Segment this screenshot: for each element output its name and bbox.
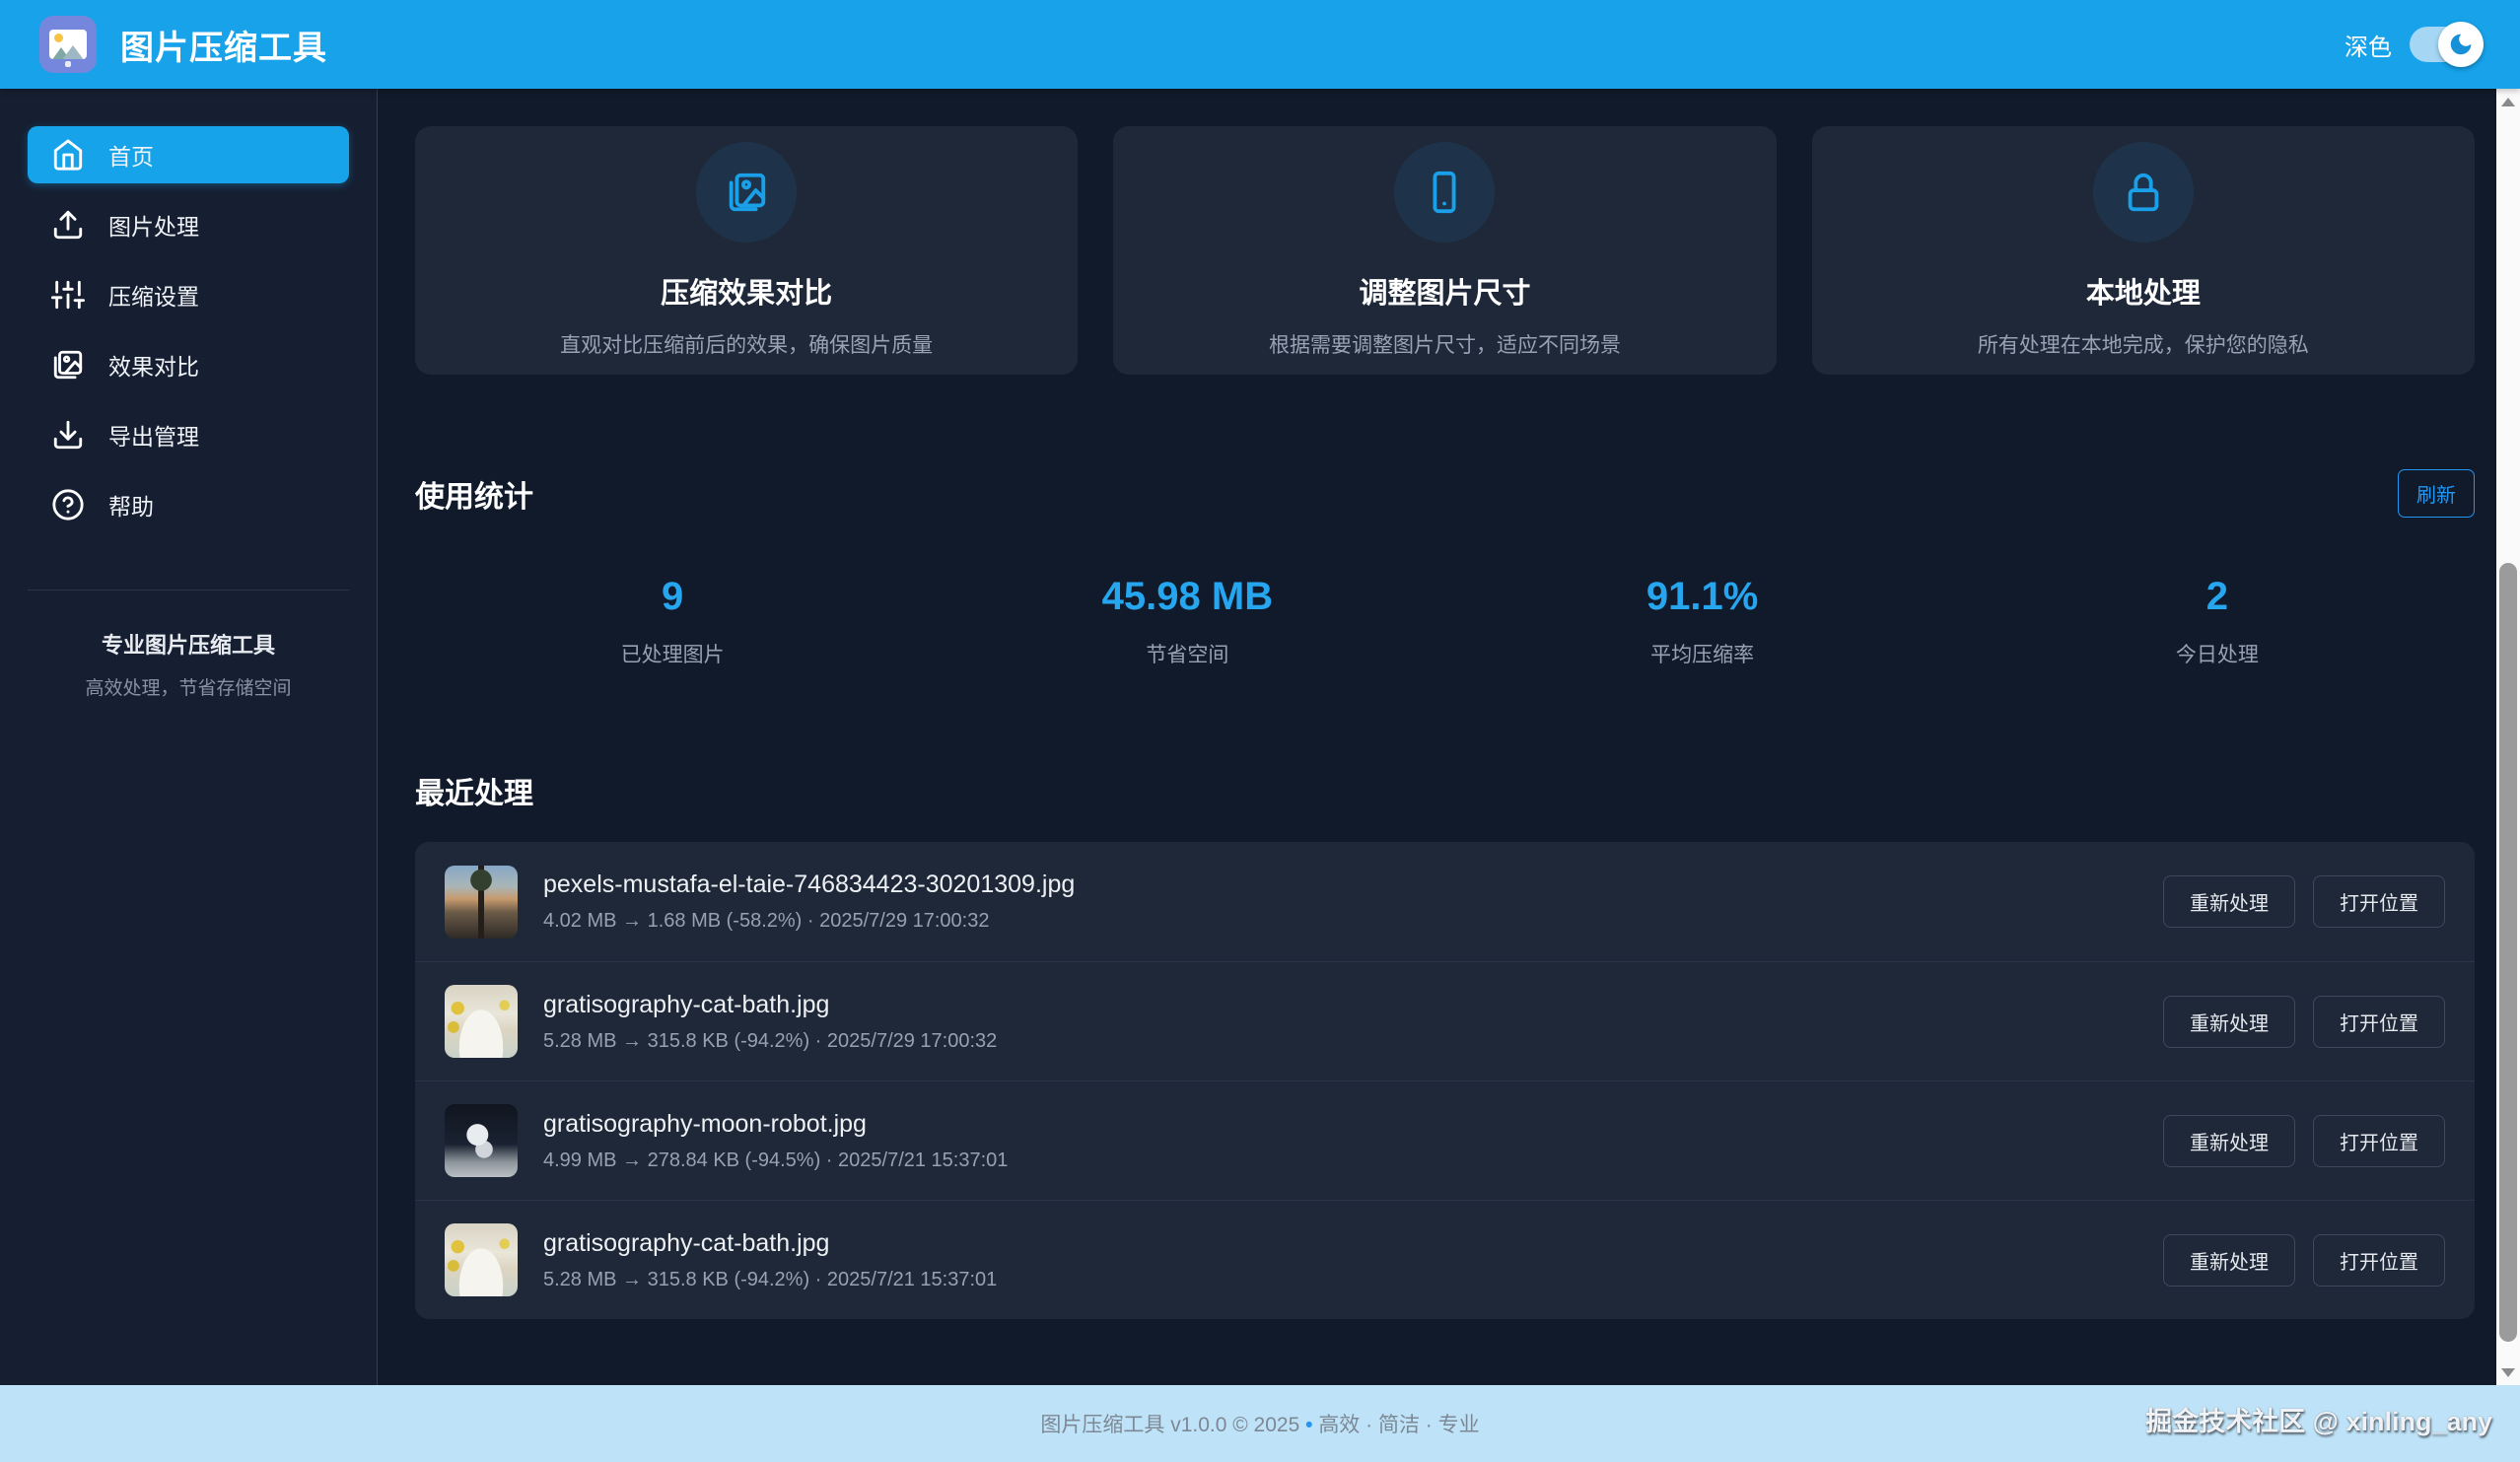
sidebar-divider [28, 590, 349, 591]
upload-icon [53, 210, 83, 240]
sidebar-footer: 专业图片压缩工具 高效处理，节省存储空间 [0, 628, 377, 700]
home-icon [53, 139, 83, 171]
sidebar-item-label: 首页 [108, 144, 154, 170]
list-item: pexels-mustafa-el-taie-746834423-3020130… [415, 842, 2475, 961]
open-location-button[interactable]: 打开位置 [2313, 1114, 2445, 1167]
feature-card-local: 本地处理 所有处理在本地完成，保护您的隐私 [1811, 126, 2475, 375]
moon-icon [2438, 22, 2484, 67]
recent-list: pexels-mustafa-el-taie-746834423-3020130… [415, 842, 2475, 1319]
main-content: 压缩效果对比 直观对比压缩前后的效果，确保图片质量 调整图片尺寸 根据需要调整图… [378, 89, 2496, 1385]
file-thumbnail [445, 865, 518, 939]
feature-card-resize: 调整图片尺寸 根据需要调整图片尺寸，适应不同场景 [1113, 126, 1777, 375]
list-item: gratisography-moon-robot.jpg 4.99 MB → 2… [415, 1080, 2475, 1200]
file-thumbnail [445, 1223, 518, 1296]
image-compare-icon [53, 350, 83, 380]
open-location-button[interactable]: 打开位置 [2313, 875, 2445, 928]
usage-stats-section: 使用统计 刷新 9 已处理图片 45.98 MB 节省空间 91.1% 平均压缩… [415, 469, 2475, 668]
stat-value: 45.98 MB [1101, 575, 1274, 618]
stat-label: 节省空间 [1146, 644, 1229, 666]
card-title: 本地处理 [2085, 278, 2201, 310]
file-name: gratisography-cat-bath.jpg [543, 1228, 830, 1257]
stat-value: 2 [2205, 575, 2228, 618]
compare-images-icon [696, 142, 798, 243]
sidebar-item-label: 效果对比 [108, 354, 199, 380]
sidebar-item-export-manager[interactable]: 导出管理 [28, 406, 349, 463]
sidebar-item-label: 压缩设置 [108, 284, 199, 310]
file-meta: 4.02 MB → 1.68 MB (-58.2%) · 2025/7/29 1… [543, 910, 990, 932]
sidebar-item-home[interactable]: 首页 [28, 126, 349, 183]
scrollbar-up-arrow[interactable] [2496, 89, 2520, 114]
card-title: 压缩效果对比 [661, 278, 833, 310]
list-item: gratisography-cat-bath.jpg 5.28 MB → 315… [415, 1200, 2475, 1319]
file-meta: 4.99 MB → 278.84 KB (-94.5%) · 2025/7/21… [543, 1149, 1009, 1171]
recent-title: 最近处理 [415, 778, 533, 810]
scrollbar-track[interactable] [2496, 114, 2520, 1359]
sidebar-item-label: 导出管理 [108, 424, 199, 450]
file-thumbnail [445, 1104, 518, 1177]
stat-space-saved: 45.98 MB 节省空间 [930, 575, 1444, 668]
app-logo-icon [39, 16, 97, 73]
footer-version: 图片压缩工具 v1.0.0 © 2025 [1040, 1414, 1300, 1436]
sidebar-item-compression-settings[interactable]: 压缩设置 [28, 266, 349, 323]
card-desc: 根据需要调整图片尺寸，适应不同场景 [1268, 334, 1621, 357]
card-desc: 直观对比压缩前后的效果，确保图片质量 [560, 334, 934, 357]
sidebar-footer-title: 专业图片压缩工具 [101, 633, 275, 658]
recent-section: 最近处理 pexels-mustafa-el-taie-746834423-30… [415, 769, 2475, 1319]
stat-label: 平均压缩率 [1650, 644, 1755, 666]
sidebar-item-label: 帮助 [108, 494, 154, 520]
file-name: gratisography-cat-bath.jpg [543, 990, 830, 1018]
file-name: pexels-mustafa-el-taie-746834423-3020130… [543, 870, 1076, 898]
sidebar: 首页 图片处理 压缩设置 效果对比 导出管理 帮助 [0, 89, 378, 1385]
sidebar-footer-subtitle: 高效处理，节省存储空间 [85, 678, 292, 699]
stat-label: 已处理图片 [620, 644, 725, 666]
sidebar-item-effect-compare[interactable]: 效果对比 [28, 336, 349, 393]
theme-label: 深色 [2345, 34, 2392, 61]
sliders-icon [51, 280, 85, 310]
card-desc: 所有处理在本地完成，保护您的隐私 [1977, 334, 2309, 357]
sidebar-item-image-processing[interactable]: 图片处理 [28, 196, 349, 253]
vertical-scrollbar[interactable] [2496, 89, 2520, 1385]
list-item: gratisography-cat-bath.jpg 5.28 MB → 315… [415, 961, 2475, 1080]
download-icon [53, 420, 83, 450]
stat-processed-images: 9 已处理图片 [415, 575, 930, 668]
open-location-button[interactable]: 打开位置 [2313, 1233, 2445, 1287]
stat-label: 今日处理 [2175, 644, 2259, 666]
file-meta: 5.28 MB → 315.8 KB (-94.2%) · 2025/7/21 … [543, 1268, 998, 1290]
stat-value: 9 [662, 575, 684, 618]
footer-slogan: 高效 · 简洁 · 专业 [1318, 1414, 1480, 1436]
stat-value: 91.1% [1645, 575, 1759, 618]
feature-cards: 压缩效果对比 直观对比压缩前后的效果，确保图片质量 调整图片尺寸 根据需要调整图… [415, 126, 2475, 375]
card-title: 调整图片尺寸 [1359, 278, 1531, 310]
open-location-button[interactable]: 打开位置 [2313, 995, 2445, 1048]
reprocess-button[interactable]: 重新处理 [2163, 1233, 2295, 1287]
app-title: 图片压缩工具 [120, 29, 327, 67]
stats-title: 使用统计 [415, 480, 533, 514]
refresh-button[interactable]: 刷新 [2398, 469, 2475, 518]
file-meta: 5.28 MB → 315.8 KB (-94.2%) · 2025/7/29 … [543, 1029, 998, 1052]
scrollbar-down-arrow[interactable] [2496, 1359, 2520, 1385]
feature-card-compare: 压缩效果对比 直观对比压缩前后的效果，确保图片质量 [415, 126, 1079, 375]
smartphone-icon [1394, 142, 1496, 243]
reprocess-button[interactable]: 重新处理 [2163, 875, 2295, 928]
scrollbar-thumb[interactable] [2499, 563, 2517, 1342]
footer-text: 图片压缩工具 v1.0.0 © 2025 • 高效 · 简洁 · 专业 [1040, 1409, 1479, 1438]
footer-bullet: • [1305, 1414, 1313, 1436]
app-header: 图片压缩工具 深色 [0, 0, 2520, 89]
help-circle-icon [52, 489, 84, 521]
file-thumbnail [445, 985, 518, 1058]
lock-icon [2092, 142, 2194, 243]
dark-mode-toggle[interactable] [2410, 22, 2484, 67]
reprocess-button[interactable]: 重新处理 [2163, 995, 2295, 1048]
sidebar-item-help[interactable]: 帮助 [28, 476, 349, 533]
stat-today-processed: 2 今日处理 [1960, 575, 2475, 668]
stat-avg-compression: 91.1% 平均压缩率 [1445, 575, 1960, 668]
file-name: gratisography-moon-robot.jpg [543, 1109, 867, 1138]
reprocess-button[interactable]: 重新处理 [2163, 1114, 2295, 1167]
watermark: 掘金技术社区 @ xinling_any [2145, 1406, 2492, 1436]
app-footer: 图片压缩工具 v1.0.0 © 2025 • 高效 · 简洁 · 专业 掘金技术… [0, 1385, 2520, 1462]
sidebar-item-label: 图片处理 [108, 214, 199, 240]
